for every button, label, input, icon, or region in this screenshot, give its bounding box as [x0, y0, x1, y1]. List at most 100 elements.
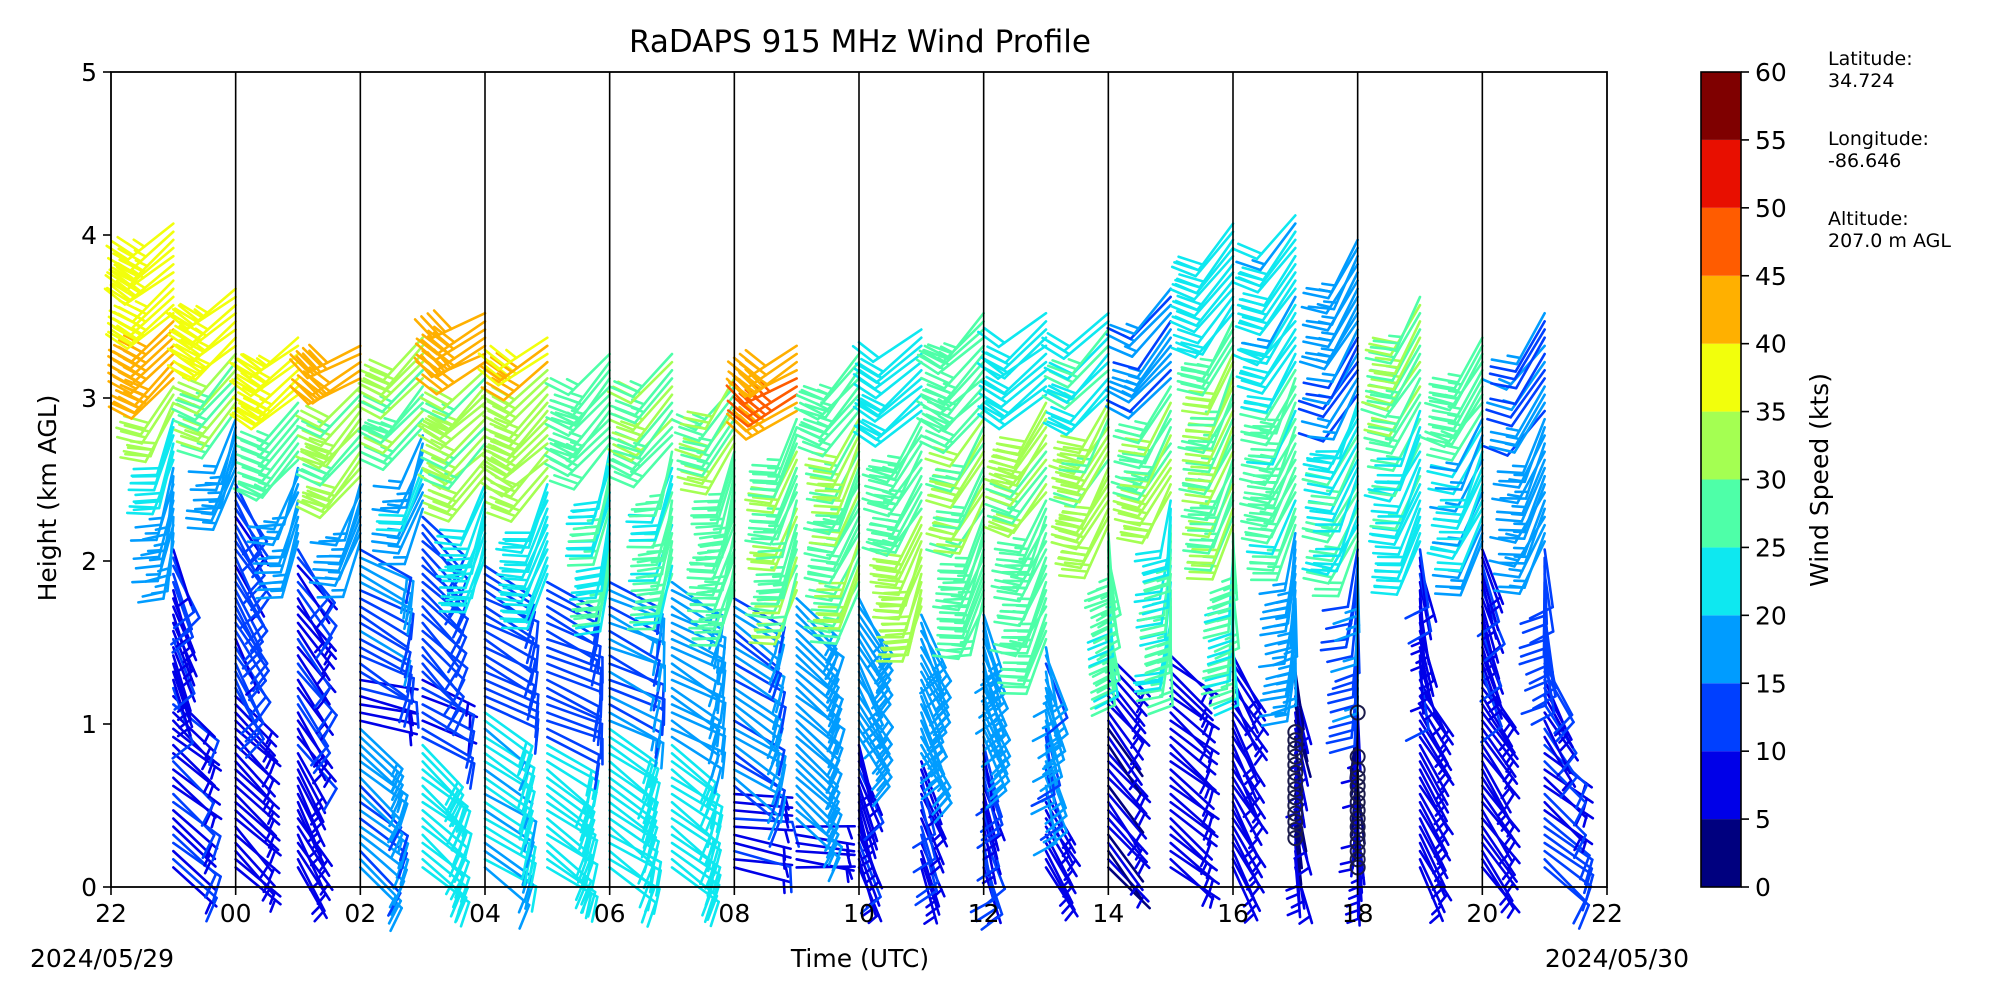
barb-shaft [296, 760, 327, 815]
barb-shaft [483, 703, 540, 730]
barb-feather [868, 522, 897, 530]
barb-feather [533, 670, 539, 699]
barb-half-feather [176, 711, 190, 722]
barb-shaft [341, 540, 362, 599]
barb-half-feather [565, 377, 580, 387]
barb-half-feather [202, 730, 212, 745]
barb-feather [527, 610, 537, 639]
wind-barb [485, 409, 549, 458]
wind-barb [436, 483, 487, 540]
barb-feather [461, 810, 472, 837]
barb-half-feather [649, 493, 665, 498]
barb-shaft [571, 368, 611, 417]
wind-barb [296, 760, 327, 818]
barb-feather [600, 722, 604, 751]
barb-feather [655, 860, 663, 889]
wind-barb [421, 743, 464, 811]
barb-feather [755, 572, 784, 577]
barb-feather [751, 463, 780, 468]
barb-shaft [524, 507, 549, 565]
barb-shaft [435, 336, 487, 372]
barb-shaft [608, 694, 663, 724]
barb-feather [1190, 465, 1219, 470]
barb-feather [295, 455, 321, 470]
barb-feather [235, 435, 262, 449]
barb-feather [1180, 514, 1209, 522]
barb-shaft [234, 800, 281, 842]
barb-half-feather [629, 380, 644, 388]
barb-feather [704, 839, 717, 866]
barb-half-feather [316, 892, 328, 906]
barb-shaft [359, 556, 415, 583]
barb-half-feather [263, 829, 273, 844]
barb-feather [289, 353, 310, 374]
wind-barb [193, 450, 237, 511]
wind-barb [255, 540, 300, 600]
barb-feather [750, 602, 779, 606]
barb-feather [593, 705, 601, 733]
barb-feather [576, 582, 604, 590]
barb-feather [124, 452, 152, 458]
barb-feather [523, 744, 534, 772]
barb-shaft [296, 572, 331, 625]
barb-feather [652, 659, 661, 687]
barb-shaft [126, 222, 175, 261]
wind-barb [546, 703, 604, 751]
barb-shaft [296, 564, 338, 611]
barb-half-feather [194, 359, 208, 369]
barb-feather [484, 427, 511, 441]
barb-half-feather [332, 532, 348, 536]
barb-feather [231, 395, 257, 411]
barb-feather [720, 751, 727, 780]
barb-feather [586, 776, 594, 804]
barb-half-feather [404, 577, 409, 593]
barb-half-feather [263, 520, 279, 525]
barb-half-feather [570, 409, 586, 416]
barb-feather [459, 876, 471, 904]
barb-feather [257, 555, 286, 561]
wind-barb [141, 474, 175, 541]
wind-barb [499, 556, 549, 614]
barb-feather [574, 581, 602, 588]
barb-feather [235, 444, 262, 457]
barb-feather [996, 541, 1025, 548]
wind-barb [421, 703, 476, 758]
barb-feather [176, 362, 202, 376]
barb-shaft [733, 825, 794, 832]
wind-barb [257, 466, 300, 528]
wind-barb [485, 450, 549, 499]
barb-feather [107, 256, 132, 272]
barb-half-feather [316, 672, 327, 686]
barb-feather [130, 473, 159, 478]
barb-half-feather [323, 644, 333, 658]
barb-feather [249, 629, 269, 652]
barb-half-feather [650, 736, 656, 752]
barb-feather [548, 405, 575, 417]
barb-feather [291, 386, 314, 405]
wind-barb [296, 548, 329, 620]
barb-feather [649, 801, 659, 829]
barb-shaft [546, 768, 593, 809]
barb-feather [477, 352, 501, 371]
barb-feather [409, 612, 415, 641]
barb-feather [247, 525, 276, 531]
barb-feather [993, 547, 1022, 554]
barb-shaft [234, 841, 276, 888]
barb-feather [881, 621, 910, 627]
barb-feather [502, 586, 531, 591]
barb-feather [493, 417, 520, 430]
barb-feather [241, 649, 263, 670]
barb-shaft [234, 556, 261, 612]
barb-feather [179, 302, 204, 319]
barb-shaft [435, 344, 487, 379]
barb-shaft [249, 360, 300, 398]
barb-shaft [599, 548, 611, 609]
barb-feather [185, 516, 213, 523]
barb-feather [389, 906, 403, 933]
barb-feather [110, 240, 135, 257]
barb-feather [406, 607, 414, 636]
barb-half-feather [766, 458, 782, 462]
barb-feather [300, 448, 327, 459]
barb-shaft [508, 401, 549, 449]
barb-feather [241, 352, 267, 369]
